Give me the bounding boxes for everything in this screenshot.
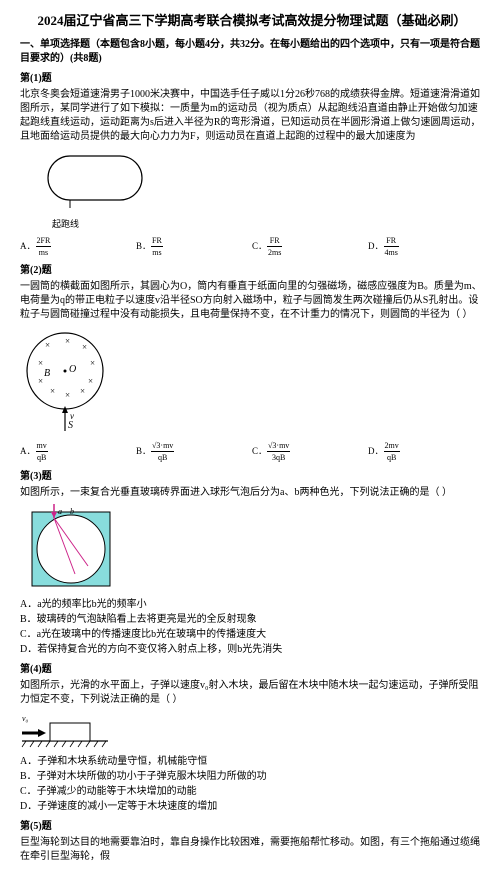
svg-text:v₀: v₀: [22, 714, 29, 723]
q4-num: 第(4)题: [20, 663, 484, 677]
svg-text:×: ×: [45, 340, 50, 350]
q2-choices: A．mvqB B．√3·mvqB C．√3·mv3qB D．2mvqB: [20, 440, 484, 463]
q1-choice-d: D．FR4ms: [368, 235, 484, 258]
svg-text:a: a: [58, 507, 62, 516]
q3-opt-a: A．a光的频率比b光的频率小: [20, 598, 484, 612]
section-heading: 一、单项选择题（本题包含8小题，每小题4分，共32分。在每小题给出的四个选项中，…: [20, 38, 484, 66]
q3-options: A．a光的频率比b光的频率小 B．玻璃砖的气泡缺陷看上去将更亮是光的全反射现象 …: [20, 598, 484, 657]
q1-choice-b: B．FRms: [136, 235, 252, 258]
q4-opt-b: B．子弹对木块所做的功小于子弹克服木块阻力所做的功: [20, 770, 484, 784]
q5-text: 巨型海轮到达目的地需要靠泊时，靠自身操作比较困难，需要拖船帮忙移动。如图，有三个…: [20, 836, 484, 864]
q3-num: 第(3)题: [20, 470, 484, 484]
svg-text:×: ×: [65, 390, 70, 400]
q1-num: 第(1)题: [20, 72, 484, 86]
q4-figure: v₀: [20, 711, 484, 751]
svg-text:×: ×: [90, 358, 95, 368]
q1-text: 北京冬奥会短道速滑男子1000米决赛中，中国选手任子威以1分26秒768的成绩获…: [20, 88, 484, 144]
q1-choice-a: A．2FRms: [20, 235, 136, 258]
q2-figure: ××× ×× ××× ×× B O S v: [20, 326, 484, 436]
q1-choices: A．2FRms B．FRms C．FR2ms D．FR4ms: [20, 235, 484, 258]
q3-opt-c: C．a光在玻璃中的传播速度比b光在玻璃中的传播速度大: [20, 628, 484, 642]
q3-text: 如图所示，一束复合光垂直玻璃砖界面进入球形气泡后分为a、b两种色光，下列说法正确…: [20, 486, 484, 500]
q4-opt-c: C．子弹减少的动能等于木块增加的动能: [20, 785, 484, 799]
q1-figure: 起跑线: [20, 148, 484, 231]
svg-text:S: S: [68, 420, 73, 431]
q2-choice-a: A．mvqB: [20, 440, 136, 463]
q5-num: 第(5)题: [20, 820, 484, 834]
q4-opt-d: D．子弹速度的减小一定等于木块速度的增加: [20, 800, 484, 814]
q4-text: 如图所示，光滑的水平面上，子弹以速度v₀射入木块，最后留在木块中随木块一起匀速运…: [20, 679, 484, 707]
svg-text:×: ×: [38, 376, 43, 386]
q2-num: 第(2)题: [20, 264, 484, 278]
svg-text:×: ×: [80, 386, 85, 396]
q4-options: A．子弹和木块系统动量守恒，机械能守恒 B．子弹对木块所做的功小于子弹克服木块阻…: [20, 755, 484, 814]
track-label: 起跑线: [52, 218, 484, 231]
svg-text:×: ×: [88, 376, 93, 386]
exam-title: 2024届辽宁省高三下学期高考联合模拟考试高效提分物理试题（基础必刷）: [20, 12, 484, 30]
svg-text:O: O: [69, 364, 76, 375]
q4-opt-a: A．子弹和木块系统动量守恒，机械能守恒: [20, 755, 484, 769]
q2-choice-c: C．√3·mv3qB: [252, 440, 368, 463]
svg-text:b: b: [70, 507, 74, 516]
svg-text:B: B: [44, 368, 50, 379]
q3-opt-b: B．玻璃砖的气泡缺陷看上去将更亮是光的全反射现象: [20, 613, 484, 627]
q3-figure: a b: [20, 504, 484, 594]
svg-text:v: v: [70, 411, 74, 421]
q2-text: 一圆筒的横截面如图所示，其圆心为O，筒内有垂直于纸面向里的匀强磁场，磁感应强度为…: [20, 280, 484, 322]
q2-choice-b: B．√3·mvqB: [136, 440, 252, 463]
svg-text:×: ×: [65, 336, 70, 346]
svg-text:×: ×: [38, 358, 43, 368]
q3-opt-d: D．若保持复合光的方向不变仅将入射点上移，则b光先消失: [20, 643, 484, 657]
svg-text:×: ×: [82, 342, 87, 352]
svg-text:×: ×: [50, 386, 55, 396]
q1-choice-c: C．FR2ms: [252, 235, 368, 258]
q2-choice-d: D．2mvqB: [368, 440, 484, 463]
